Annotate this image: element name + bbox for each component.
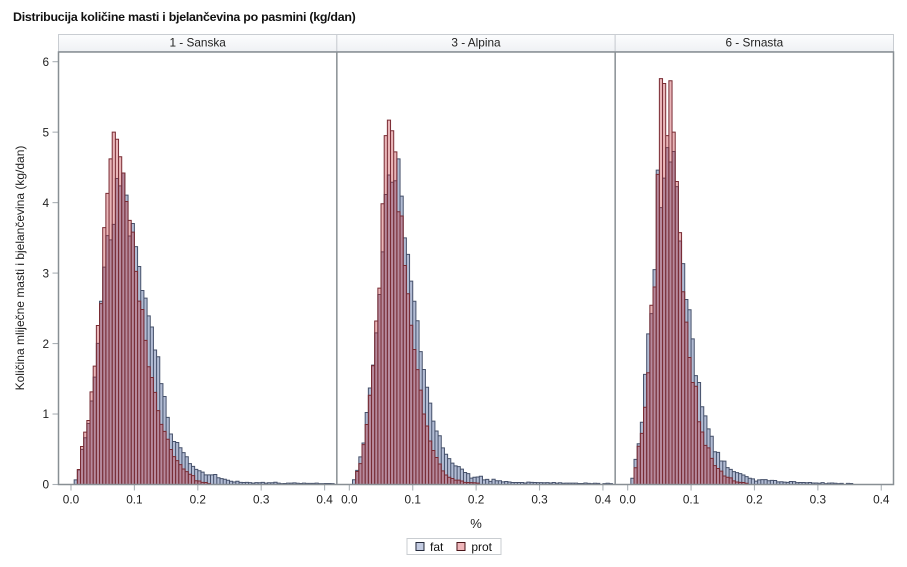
x-tick-label: 0.4 (595, 493, 612, 507)
y-tick-label: 0 (42, 478, 49, 492)
x-tick-label: 0.4 (873, 493, 890, 507)
plot-background (58, 52, 894, 485)
legend-label-prot: prot (471, 539, 493, 554)
panel-header-label-2: 3 - Alpina (451, 36, 501, 50)
legend-swatch-prot (456, 542, 466, 551)
legend-item-prot: prot (456, 540, 492, 554)
legend: fat prot (405, 538, 502, 555)
y-tick-label: 6 (42, 55, 49, 69)
y-tick-label: 3 (42, 266, 49, 280)
x-axis-title: % (470, 516, 482, 531)
chart-title: Distribucija količine masti i bjelančevi… (13, 10, 356, 24)
x-tick-label: 0.2 (190, 493, 206, 507)
x-tick-label: 0.2 (746, 493, 762, 507)
y-tick-label: 1 (42, 407, 49, 421)
legend-swatch-fat (414, 542, 424, 551)
panel-header-label-3: 6 - Srnasta (725, 36, 783, 50)
x-tick-label: 0.4 (316, 493, 333, 507)
y-tick-label: 2 (42, 337, 49, 351)
legend-item-fat: fat (414, 539, 444, 554)
panel-header-label-1: 1 - Sanska (169, 36, 226, 50)
x-tick-label: 0.3 (531, 493, 548, 507)
x-tick-label: 0.1 (126, 493, 142, 507)
x-tick-label: 0.1 (405, 493, 421, 507)
x-tick-label: 0.3 (810, 493, 827, 507)
x-tick-label: 0.2 (468, 493, 484, 507)
plot-frame (57, 51, 895, 486)
y-tick-label: 5 (42, 125, 49, 139)
x-tick-label: 0.0 (619, 493, 636, 507)
x-tick-label: 0.0 (341, 493, 358, 507)
legend-label-fat: fat (429, 539, 444, 554)
x-tick-label: 0.0 (63, 493, 80, 507)
y-tick-label: 4 (42, 196, 49, 210)
x-tick-label: 0.3 (253, 493, 270, 507)
x-tick-label: 0.1 (683, 493, 699, 507)
